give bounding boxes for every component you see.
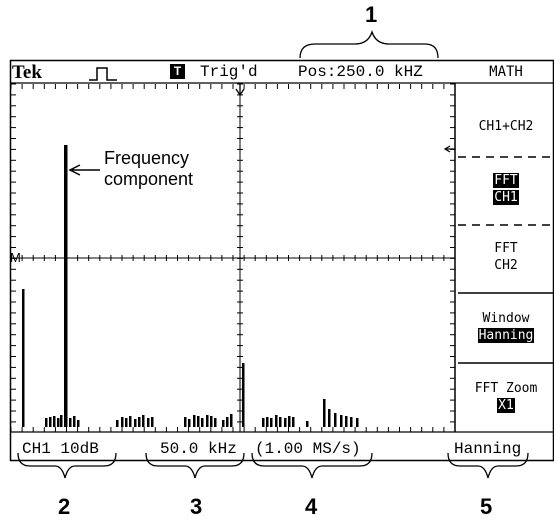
menu-item-fft-zoom-line2: X1 xyxy=(497,398,515,413)
callout-3: 3 xyxy=(190,494,203,519)
menu-item-fft-ch1-line2: CH1 xyxy=(493,190,519,205)
menu-item-fft-zoom[interactable]: FFT Zoom X1 xyxy=(458,380,554,414)
menu-item-ch1-plus-ch2[interactable]: CH1+CH2 xyxy=(458,118,554,135)
annotation-line2: component xyxy=(104,169,194,189)
callout-4: 4 xyxy=(305,494,318,519)
sample-rate-readout: (1.00 MS/s) xyxy=(255,440,361,458)
annotation-arrow xyxy=(68,164,100,176)
annotation-line1: Frequency xyxy=(104,148,190,168)
menu-item-fft-ch2[interactable]: FFT CH2 xyxy=(458,240,554,274)
callout-5: 5 xyxy=(480,494,493,519)
callout-1-brace xyxy=(299,29,439,59)
menu-item-fft-ch1[interactable]: FFT CH1 xyxy=(458,172,554,206)
pulse-icon xyxy=(89,67,117,81)
tek-logo: Tek xyxy=(12,62,42,83)
menu-item-ch1-plus-ch2-label: CH1+CH2 xyxy=(478,119,534,134)
callout-1: 1 xyxy=(365,2,378,27)
callout-2: 2 xyxy=(58,494,71,519)
trigger-t-icon: T xyxy=(170,64,185,79)
menu-item-window-line2: Hanning xyxy=(477,328,535,343)
ground-marker: M xyxy=(10,250,21,265)
menu-item-fft-ch1-line1: FFT xyxy=(493,173,519,188)
menu-title: MATH xyxy=(489,64,523,80)
trigger-position-arrow xyxy=(235,84,245,97)
menu-item-fft-ch2-line2: CH2 xyxy=(494,258,518,273)
menu-item-window[interactable]: Window Hanning xyxy=(458,310,554,344)
frequency-component-label: Frequency component xyxy=(104,148,193,190)
scale-readout: CH1 10dB xyxy=(22,440,99,458)
menu-item-fft-ch2-line1: FFT xyxy=(494,241,518,256)
window-readout: Hanning xyxy=(454,440,522,458)
freq-div-readout: 50.0 kHz xyxy=(160,440,237,458)
level-arrow xyxy=(443,145,455,153)
trigger-status: Trig'd xyxy=(200,63,258,81)
menu-item-window-line1: Window xyxy=(482,311,530,326)
position-readout: Pos:250.0 kHZ xyxy=(298,63,423,81)
menu-item-fft-zoom-line1: FFT Zoom xyxy=(474,381,538,396)
